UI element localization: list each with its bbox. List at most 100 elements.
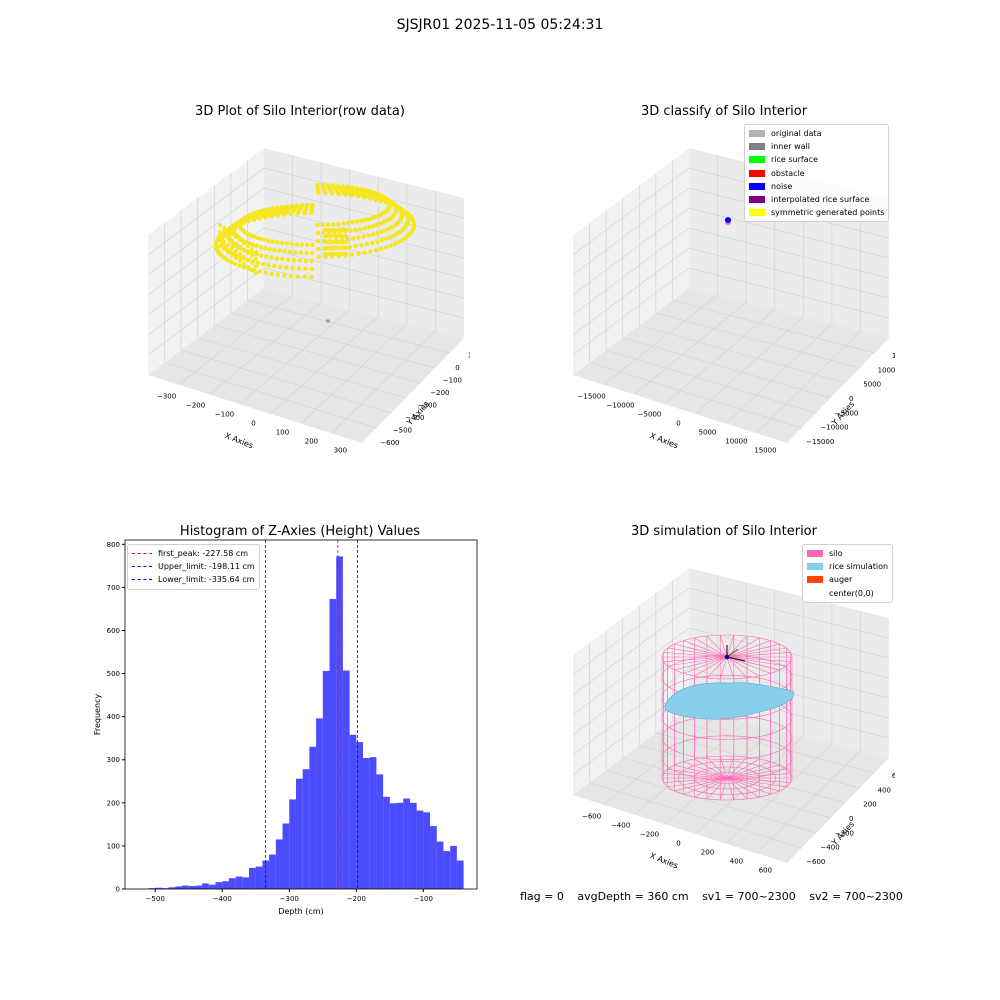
- simulation-panel-title: 3D simulation of Silo Interior: [631, 524, 817, 539]
- raw-point: [405, 215, 410, 221]
- center-axis-x: [726, 656, 746, 662]
- silo-roof-spoke: [726, 647, 787, 658]
- raw-point: [262, 237, 267, 243]
- raw-xtick: −300: [157, 393, 176, 401]
- histogram-legend-entry: Upper_limit: -198.11 cm: [132, 560, 255, 573]
- y-tick-label: 800: [107, 541, 120, 549]
- histogram-bar: [349, 734, 357, 889]
- raw-point: [329, 252, 333, 256]
- histogram-legend: first_peak: -227.58 cm Upper_limit: -198.…: [127, 544, 260, 590]
- sim-ytick: 400: [878, 786, 891, 794]
- raw-point: [323, 228, 327, 232]
- raw-xtick: 200: [305, 437, 318, 445]
- raw-point: [354, 219, 360, 224]
- raw-point: [309, 258, 315, 264]
- histogram-bar: [249, 867, 256, 889]
- raw-point: [326, 228, 330, 232]
- raw-point: [302, 274, 307, 279]
- raw-point: [345, 220, 351, 226]
- silo-roof-spoke: [726, 637, 760, 658]
- raw-point: [263, 215, 268, 220]
- raw-point: [282, 273, 287, 278]
- classify-ytick: 5000: [863, 381, 881, 389]
- sim-ytick: −400: [820, 844, 839, 852]
- raw-point: [341, 240, 345, 244]
- legend-swatch: [807, 550, 823, 558]
- raw-point: [326, 234, 330, 238]
- raw-point: [287, 249, 293, 255]
- histogram-bar: [416, 810, 424, 889]
- raw-point: [237, 263, 242, 268]
- raw-point: [263, 270, 268, 275]
- raw-point: [218, 244, 222, 248]
- y-tick-label: 500: [107, 670, 120, 678]
- raw-point: [379, 246, 384, 251]
- histogram-bar: [363, 758, 370, 889]
- raw-point: [315, 222, 320, 228]
- classify-legend-entry: original data: [749, 127, 884, 140]
- raw-point: [222, 247, 226, 251]
- raw-point: [246, 251, 250, 255]
- raw-3d-plot: −300 −200 −100 0 100 200 300 X Axies 100 0 −100 −20…: [147, 148, 470, 454]
- raw-point: [338, 252, 342, 256]
- silo-roof-spoke: [719, 656, 728, 679]
- raw-point: [359, 218, 364, 223]
- raw-point: [232, 261, 238, 266]
- histogram-ylabel: Frequency: [93, 694, 102, 736]
- raw-point: [269, 255, 274, 260]
- raw-point: [293, 250, 298, 255]
- raw-pane: [148, 148, 264, 375]
- raw-point: [232, 224, 238, 229]
- raw-point: [259, 253, 264, 258]
- raw-point: [257, 216, 262, 221]
- raw-point: [278, 264, 283, 270]
- classify-pane: [573, 148, 689, 375]
- raw-ytick: −100: [443, 376, 462, 384]
- silo-roof-spoke: [667, 647, 728, 658]
- histogram-bar: [181, 885, 189, 889]
- raw-point: [226, 250, 230, 254]
- y-tick-label: 600: [107, 627, 120, 635]
- raw-point: [234, 256, 238, 260]
- raw-point: [335, 246, 339, 250]
- raw-point: [228, 225, 234, 231]
- raw-point: [282, 249, 287, 254]
- histogram-bar: [329, 599, 337, 889]
- raw-point: [331, 222, 336, 227]
- raw-point: [332, 246, 336, 250]
- raw-point: [254, 271, 258, 275]
- classify-pane: [573, 288, 889, 443]
- x-tick-label: −200: [347, 895, 366, 903]
- raw-point: [340, 221, 346, 226]
- raw-point: [338, 240, 342, 244]
- raw-point: [310, 250, 315, 256]
- raw-point: [226, 229, 230, 233]
- classify-ytick: −15000: [806, 438, 834, 446]
- legend-label: obstacle: [771, 168, 805, 178]
- histogram-bar: [215, 882, 223, 889]
- raw-point: [366, 216, 372, 222]
- y-tick-label: 700: [107, 584, 120, 592]
- histogram-xlabel: Depth (cm): [278, 907, 323, 916]
- raw-point: [335, 234, 339, 238]
- classify-xtick: −10000: [606, 402, 634, 410]
- histogram-bar: [262, 860, 270, 889]
- histogram-legend-entry: Lower_limit: -335.64 cm: [132, 573, 255, 586]
- raw-point: [329, 246, 333, 250]
- raw-point: [374, 222, 380, 227]
- raw-points: [213, 182, 417, 280]
- raw-point: [343, 192, 348, 197]
- raw-point: [250, 254, 254, 258]
- legend-line: [132, 579, 152, 581]
- raw-point: [242, 255, 246, 259]
- silo-roof-spoke: [719, 635, 728, 658]
- sim-xlabel: X Axies: [649, 851, 680, 870]
- flag-text: flag = 0: [520, 890, 564, 903]
- histogram-bar: [316, 718, 323, 889]
- silo-roof-spoke: [726, 656, 735, 679]
- raw-point: [370, 240, 375, 246]
- avg-depth-text: avgDepth = 360 cm: [577, 890, 689, 903]
- silo-roof-spoke: [726, 656, 748, 679]
- center-point: [724, 654, 730, 660]
- classify-ytick: 10000: [878, 366, 895, 374]
